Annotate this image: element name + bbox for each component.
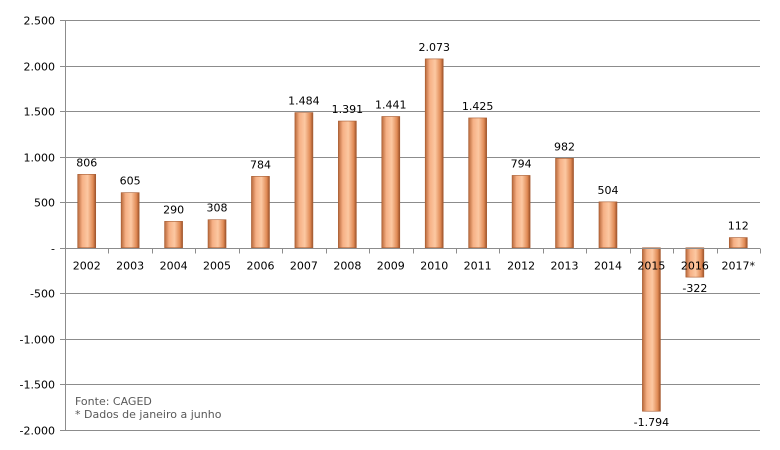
x-tick-label: 2003 bbox=[116, 260, 144, 273]
source-note: Fonte: CAGED bbox=[75, 395, 152, 408]
x-tick-label: 2009 bbox=[377, 260, 405, 273]
bar-2007 bbox=[294, 112, 314, 249]
bar-2016 bbox=[685, 247, 705, 278]
data-label: 1.391 bbox=[332, 103, 364, 116]
bar-2003 bbox=[120, 192, 140, 249]
x-tick-label: 2012 bbox=[507, 260, 535, 273]
x-tick-label: 2011 bbox=[464, 260, 492, 273]
y-tick-label: -1.000 bbox=[20, 334, 55, 347]
data-label: 308 bbox=[207, 202, 228, 215]
data-label: 605 bbox=[120, 175, 141, 188]
data-label: 112 bbox=[728, 220, 749, 233]
x-tick-label: 2014 bbox=[594, 260, 622, 273]
y-tick-label: 500 bbox=[34, 197, 55, 210]
y-tick-label: -1.500 bbox=[20, 379, 55, 392]
data-label: 2.073 bbox=[418, 41, 450, 54]
x-tick-label: 2015 bbox=[637, 260, 665, 273]
bar-2014 bbox=[598, 201, 618, 249]
y-tick-label: 1.000 bbox=[24, 152, 56, 165]
x-tick-label: 2013 bbox=[551, 260, 579, 273]
bar-2012 bbox=[511, 175, 531, 249]
y-tick-label: 1.500 bbox=[24, 106, 56, 119]
x-tick-label: 2007 bbox=[290, 260, 318, 273]
bar-2011 bbox=[468, 117, 487, 249]
data-label: 290 bbox=[163, 203, 184, 216]
data-label: 982 bbox=[554, 140, 575, 153]
bar-2006 bbox=[251, 176, 270, 249]
data-label: 1.484 bbox=[288, 95, 320, 108]
data-label: 806 bbox=[76, 156, 97, 169]
data-label: 1.441 bbox=[375, 98, 407, 111]
bar-2004 bbox=[164, 221, 183, 249]
y-tick-label: - bbox=[51, 243, 55, 256]
bar-2017* bbox=[728, 237, 748, 249]
data-label: -322 bbox=[682, 282, 707, 295]
bar-2015 bbox=[642, 247, 661, 412]
y-tick-label: 2.000 bbox=[24, 61, 56, 74]
data-label: -1.794 bbox=[634, 416, 669, 429]
x-tick-label: 2010 bbox=[420, 260, 448, 273]
y-tick-label: 2.500 bbox=[24, 15, 56, 28]
bar-2008 bbox=[338, 120, 357, 249]
x-tick-label: 2008 bbox=[333, 260, 361, 273]
bar-2002 bbox=[77, 174, 97, 249]
data-label: 1.425 bbox=[462, 100, 494, 113]
x-tick-label: 2016 bbox=[681, 260, 709, 273]
bar-2009 bbox=[381, 116, 401, 249]
data-label: 784 bbox=[250, 158, 271, 171]
bar-2005 bbox=[207, 219, 227, 249]
y-tick-label: -2.000 bbox=[20, 425, 55, 438]
x-tick-label: 2002 bbox=[73, 260, 101, 273]
x-tick-label: 2017* bbox=[722, 260, 756, 273]
data-label: 794 bbox=[511, 157, 532, 170]
x-tick-label: 2006 bbox=[246, 260, 274, 273]
y-tick-label: -500 bbox=[30, 288, 55, 301]
bar-2013 bbox=[555, 158, 574, 249]
data-label: 504 bbox=[597, 184, 618, 197]
x-tick-label: 2005 bbox=[203, 260, 231, 273]
footnote: * Dados de janeiro a junho bbox=[75, 408, 222, 421]
x-tick-label: 2004 bbox=[160, 260, 188, 273]
bar-2010 bbox=[424, 58, 444, 249]
